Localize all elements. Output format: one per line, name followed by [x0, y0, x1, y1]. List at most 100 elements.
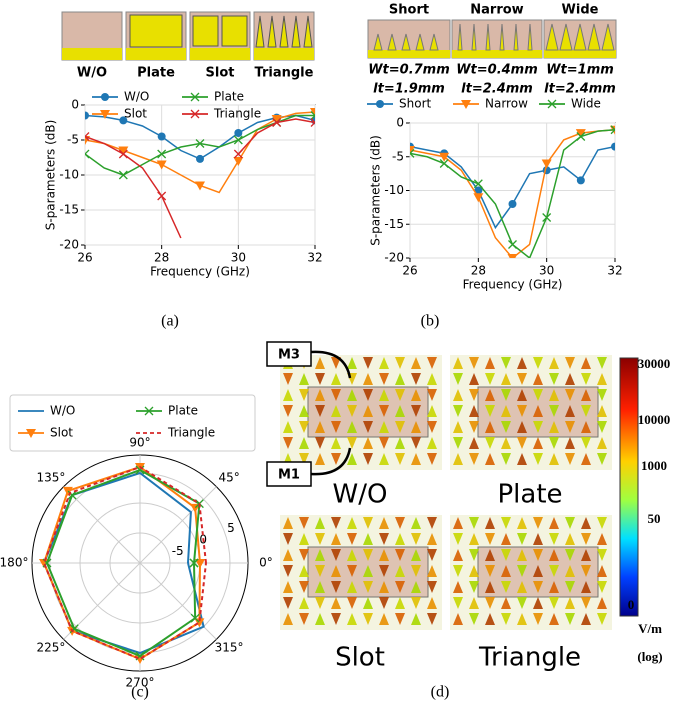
field-arrow — [331, 565, 341, 577]
field-arrow — [453, 405, 463, 417]
field-arrow — [517, 533, 527, 545]
field-arrow — [517, 373, 527, 385]
legend-label: Plate — [214, 90, 244, 104]
field-arrow — [347, 517, 357, 529]
field-arrow — [315, 533, 325, 545]
length-label: lt=2.4mm — [544, 82, 616, 97]
field-arrow — [411, 453, 421, 465]
field-arrow — [395, 421, 405, 433]
field-arrow — [347, 597, 357, 609]
field-arrow — [469, 437, 479, 449]
colorbar-label: 0 — [628, 597, 635, 612]
marker — [195, 181, 205, 191]
field-arrow — [485, 437, 495, 449]
field-arrow — [427, 581, 437, 593]
legend-box — [9, 394, 256, 452]
field-arrow — [501, 421, 511, 433]
x-tick-label: 30 — [231, 251, 246, 265]
field-arrow — [379, 405, 389, 417]
legend-label: Short — [399, 97, 431, 111]
marker — [118, 146, 129, 156]
field-arrow — [411, 565, 421, 577]
field-arrow — [581, 373, 591, 385]
field-arrow — [581, 517, 591, 529]
field-arrow — [533, 533, 543, 545]
field-arrow — [533, 357, 543, 369]
field-arrow — [347, 581, 357, 593]
legend-label: Plate — [168, 404, 198, 418]
marker — [272, 118, 282, 127]
marker — [310, 111, 315, 120]
marker — [119, 116, 128, 125]
x-tick-label: 26 — [402, 264, 417, 278]
field-arrow — [331, 437, 341, 449]
field-arrow — [485, 581, 495, 593]
structure-label: Narrow — [470, 3, 523, 18]
y-tick-label: -10 — [59, 168, 79, 182]
field-arrow — [299, 421, 309, 433]
marker — [473, 179, 483, 189]
field-arrow — [283, 389, 293, 401]
field-arrow — [363, 549, 373, 561]
marker — [85, 111, 89, 120]
field-arrow — [331, 517, 341, 529]
marker — [118, 149, 128, 159]
field-arrow — [549, 389, 559, 401]
field-arrow — [517, 581, 527, 593]
field-arrow — [533, 581, 543, 593]
x-axis-label: Frequency (GHz) — [463, 278, 563, 292]
field-arrow — [379, 453, 389, 465]
field-arrow — [315, 437, 325, 449]
marker — [190, 92, 200, 102]
field-arrow — [453, 517, 463, 529]
marker — [576, 132, 586, 141]
field-arrow — [331, 613, 341, 625]
field-arrow — [565, 405, 575, 417]
field-arrow — [597, 373, 607, 385]
field-arrow — [581, 357, 591, 369]
field-arrow — [485, 565, 495, 577]
caption: (b) — [421, 313, 440, 330]
field-arrow — [331, 533, 341, 545]
marker — [610, 125, 615, 135]
field-arrow — [597, 533, 607, 545]
x-tick-label: 28 — [471, 264, 486, 278]
structure-label: Wide — [562, 3, 599, 18]
field-arrow — [363, 405, 373, 417]
field-arrow — [411, 405, 421, 417]
field-arrow — [549, 453, 559, 465]
field-arrow — [379, 597, 389, 609]
field-arrow — [347, 357, 357, 369]
field-arrow — [549, 357, 559, 369]
field-arrow — [517, 517, 527, 529]
field-arrow — [283, 565, 293, 577]
structure-label: W/O — [77, 66, 107, 81]
marker — [474, 186, 483, 195]
structures-a — [61, 11, 315, 61]
field-arrow — [379, 389, 389, 401]
field-arrow — [517, 549, 527, 561]
field-maps — [280, 355, 639, 630]
marker — [195, 559, 205, 568]
marker — [473, 193, 484, 203]
field-arrow — [549, 437, 559, 449]
field-arrow — [379, 565, 389, 577]
field-arrow — [517, 405, 527, 417]
field-arrow — [581, 421, 591, 433]
field-arrow — [533, 549, 543, 561]
field-arrow — [331, 373, 341, 385]
field-arrow — [597, 357, 607, 369]
field-arrow — [581, 389, 591, 401]
field-arrow — [299, 597, 309, 609]
field-arrow — [299, 389, 309, 401]
field-arrow — [315, 549, 325, 561]
field-arrow — [411, 389, 421, 401]
marker — [156, 160, 167, 170]
field-arrow — [469, 405, 479, 417]
field-arrow — [331, 581, 341, 593]
field-arrow — [395, 517, 405, 529]
field-arrow — [315, 389, 325, 401]
field-arrow — [395, 597, 405, 609]
field-arrow — [517, 597, 527, 609]
